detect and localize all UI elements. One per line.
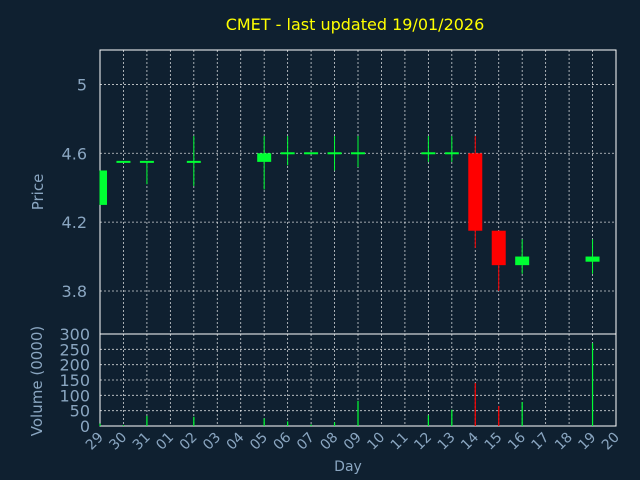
candle-body xyxy=(327,152,342,155)
candle-body xyxy=(444,152,459,155)
candle-body xyxy=(139,160,154,163)
candle-body xyxy=(351,152,365,155)
candle-body xyxy=(100,170,107,205)
candle-body xyxy=(280,152,295,155)
candle-body xyxy=(116,160,131,163)
price-tick-label: 3.8 xyxy=(62,282,87,301)
chart-title: CMET - last updated 19/01/2026 xyxy=(226,15,485,34)
candle-body xyxy=(585,256,600,262)
volume-tick-label: 0 xyxy=(80,417,90,436)
volume-tick-label: 250 xyxy=(59,340,90,359)
price-panel: 3.8 4.2 4.6 5 xyxy=(62,49,617,335)
volume-tick-label: 200 xyxy=(59,356,90,375)
candle-body xyxy=(421,152,436,155)
price-tick-label: 5 xyxy=(77,75,87,94)
candle-body xyxy=(257,153,272,162)
volume-tick-label: 300 xyxy=(59,325,90,344)
price-tick-label: 4.2 xyxy=(62,213,87,232)
candle-body xyxy=(468,153,483,231)
candle-body xyxy=(515,256,530,266)
price-tick-label: 4.6 xyxy=(62,144,87,163)
x-axis-label: Day xyxy=(334,459,362,475)
candle-body xyxy=(304,152,319,155)
volume-tick-label: 150 xyxy=(59,371,90,390)
volume-tick-label: 100 xyxy=(59,386,90,405)
candle-body xyxy=(186,160,201,163)
candle-body xyxy=(491,230,506,266)
price-axis-label: Price xyxy=(29,174,47,211)
volume-axis-label: Volume (0000) xyxy=(28,326,46,436)
x-axis: 29 30 31 01 02 03 04 05 06 07 08 09 10 11 12 13 14 15 16 17… xyxy=(83,429,623,453)
volume-tick-label: 50 xyxy=(70,402,90,421)
